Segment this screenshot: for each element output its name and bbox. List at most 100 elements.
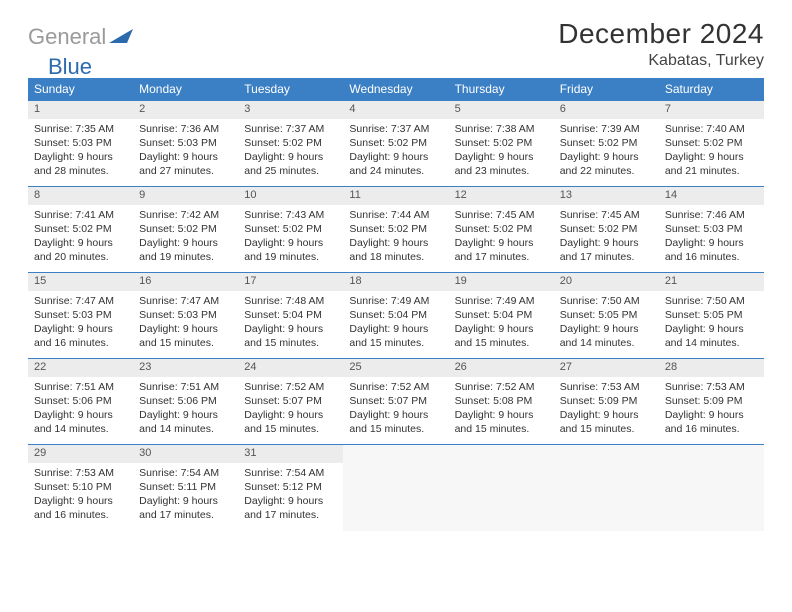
day-number-cell: 20: [554, 273, 659, 291]
daylight-line: Daylight: 9 hours and 17 minutes.: [139, 494, 232, 522]
daylight-line: Daylight: 9 hours and 14 minutes.: [34, 408, 127, 436]
sunset-line: Sunset: 5:03 PM: [34, 136, 127, 150]
day-content-row: Sunrise: 7:47 AMSunset: 5:03 PMDaylight:…: [28, 291, 764, 359]
calendar-table: Sunday Monday Tuesday Wednesday Thursday…: [28, 78, 764, 531]
day-number-cell: [449, 445, 554, 463]
weekday-header: Sunday: [28, 78, 133, 101]
day-number-cell: 27: [554, 359, 659, 377]
daylight-line: Daylight: 9 hours and 15 minutes.: [244, 408, 337, 436]
day-content-row: Sunrise: 7:41 AMSunset: 5:02 PMDaylight:…: [28, 205, 764, 273]
day-number-row: 22232425262728: [28, 359, 764, 377]
weekday-header: Tuesday: [238, 78, 343, 101]
day-content-cell: Sunrise: 7:47 AMSunset: 5:03 PMDaylight:…: [133, 291, 238, 359]
day-content-row: Sunrise: 7:51 AMSunset: 5:06 PMDaylight:…: [28, 377, 764, 445]
day-number-cell: 7: [659, 101, 764, 119]
sunrise-line: Sunrise: 7:41 AM: [34, 208, 127, 222]
logo: General: [28, 18, 137, 50]
sunrise-line: Sunrise: 7:43 AM: [244, 208, 337, 222]
day-number-cell: 2: [133, 101, 238, 119]
day-number-cell: 4: [343, 101, 448, 119]
sunrise-line: Sunrise: 7:49 AM: [455, 294, 548, 308]
day-content-cell: Sunrise: 7:35 AMSunset: 5:03 PMDaylight:…: [28, 119, 133, 187]
sunrise-line: Sunrise: 7:39 AM: [560, 122, 653, 136]
day-number-cell: 16: [133, 273, 238, 291]
day-content-cell: [343, 463, 448, 531]
sunrise-line: Sunrise: 7:52 AM: [349, 380, 442, 394]
daylight-line: Daylight: 9 hours and 17 minutes.: [560, 236, 653, 264]
weekday-header: Saturday: [659, 78, 764, 101]
day-number-cell: 26: [449, 359, 554, 377]
day-content-cell: Sunrise: 7:54 AMSunset: 5:12 PMDaylight:…: [238, 463, 343, 531]
day-number-cell: 11: [343, 187, 448, 205]
daylight-line: Daylight: 9 hours and 17 minutes.: [244, 494, 337, 522]
day-number-cell: 6: [554, 101, 659, 119]
daylight-line: Daylight: 9 hours and 21 minutes.: [665, 150, 758, 178]
weekday-header: Thursday: [449, 78, 554, 101]
sunrise-line: Sunrise: 7:47 AM: [34, 294, 127, 308]
day-number-cell: 10: [238, 187, 343, 205]
sunrise-line: Sunrise: 7:35 AM: [34, 122, 127, 136]
sunset-line: Sunset: 5:04 PM: [455, 308, 548, 322]
sunrise-line: Sunrise: 7:45 AM: [560, 208, 653, 222]
sunrise-line: Sunrise: 7:50 AM: [560, 294, 653, 308]
weekday-header-row: Sunday Monday Tuesday Wednesday Thursday…: [28, 78, 764, 101]
sunset-line: Sunset: 5:03 PM: [665, 222, 758, 236]
day-number-row: 1234567: [28, 101, 764, 119]
page-subtitle: Kabatas, Turkey: [558, 52, 764, 70]
sunrise-line: Sunrise: 7:51 AM: [34, 380, 127, 394]
sunset-line: Sunset: 5:02 PM: [455, 136, 548, 150]
day-number-cell: 30: [133, 445, 238, 463]
sunrise-line: Sunrise: 7:53 AM: [34, 466, 127, 480]
sunset-line: Sunset: 5:07 PM: [244, 394, 337, 408]
day-number-cell: 22: [28, 359, 133, 377]
sunrise-line: Sunrise: 7:49 AM: [349, 294, 442, 308]
daylight-line: Daylight: 9 hours and 16 minutes.: [34, 322, 127, 350]
daylight-line: Daylight: 9 hours and 15 minutes.: [349, 408, 442, 436]
sunset-line: Sunset: 5:10 PM: [34, 480, 127, 494]
daylight-line: Daylight: 9 hours and 16 minutes.: [665, 236, 758, 264]
day-content-cell: Sunrise: 7:49 AMSunset: 5:04 PMDaylight:…: [449, 291, 554, 359]
logo-shape-icon: [109, 27, 135, 50]
day-content-cell: [449, 463, 554, 531]
sunset-line: Sunset: 5:02 PM: [34, 222, 127, 236]
sunrise-line: Sunrise: 7:54 AM: [139, 466, 232, 480]
day-content-row: Sunrise: 7:35 AMSunset: 5:03 PMDaylight:…: [28, 119, 764, 187]
sunrise-line: Sunrise: 7:53 AM: [560, 380, 653, 394]
daylight-line: Daylight: 9 hours and 17 minutes.: [455, 236, 548, 264]
sunset-line: Sunset: 5:07 PM: [349, 394, 442, 408]
sunset-line: Sunset: 5:09 PM: [665, 394, 758, 408]
calendar-page: General December 2024 Kabatas, Turkey Bl…: [0, 0, 792, 541]
day-content-cell: Sunrise: 7:38 AMSunset: 5:02 PMDaylight:…: [449, 119, 554, 187]
day-number-cell: [659, 445, 764, 463]
day-content-cell: Sunrise: 7:52 AMSunset: 5:07 PMDaylight:…: [343, 377, 448, 445]
day-content-cell: [554, 463, 659, 531]
sunset-line: Sunset: 5:02 PM: [244, 222, 337, 236]
day-content-cell: Sunrise: 7:36 AMSunset: 5:03 PMDaylight:…: [133, 119, 238, 187]
day-content-cell: Sunrise: 7:52 AMSunset: 5:07 PMDaylight:…: [238, 377, 343, 445]
sunset-line: Sunset: 5:06 PM: [34, 394, 127, 408]
day-number-cell: 5: [449, 101, 554, 119]
daylight-line: Daylight: 9 hours and 15 minutes.: [455, 322, 548, 350]
day-number-cell: [554, 445, 659, 463]
sunset-line: Sunset: 5:02 PM: [139, 222, 232, 236]
sunrise-line: Sunrise: 7:44 AM: [349, 208, 442, 222]
day-number-row: 15161718192021: [28, 273, 764, 291]
sunrise-line: Sunrise: 7:52 AM: [244, 380, 337, 394]
daylight-line: Daylight: 9 hours and 28 minutes.: [34, 150, 127, 178]
day-content-cell: Sunrise: 7:52 AMSunset: 5:08 PMDaylight:…: [449, 377, 554, 445]
day-number-cell: 14: [659, 187, 764, 205]
sunset-line: Sunset: 5:03 PM: [139, 136, 232, 150]
sunrise-line: Sunrise: 7:46 AM: [665, 208, 758, 222]
day-number-cell: 17: [238, 273, 343, 291]
daylight-line: Daylight: 9 hours and 19 minutes.: [139, 236, 232, 264]
day-number-cell: 18: [343, 273, 448, 291]
daylight-line: Daylight: 9 hours and 14 minutes.: [139, 408, 232, 436]
weekday-header: Friday: [554, 78, 659, 101]
day-content-cell: Sunrise: 7:53 AMSunset: 5:10 PMDaylight:…: [28, 463, 133, 531]
day-number-cell: 19: [449, 273, 554, 291]
sunrise-line: Sunrise: 7:38 AM: [455, 122, 548, 136]
daylight-line: Daylight: 9 hours and 16 minutes.: [34, 494, 127, 522]
daylight-line: Daylight: 9 hours and 22 minutes.: [560, 150, 653, 178]
sunrise-line: Sunrise: 7:50 AM: [665, 294, 758, 308]
day-number-cell: 25: [343, 359, 448, 377]
